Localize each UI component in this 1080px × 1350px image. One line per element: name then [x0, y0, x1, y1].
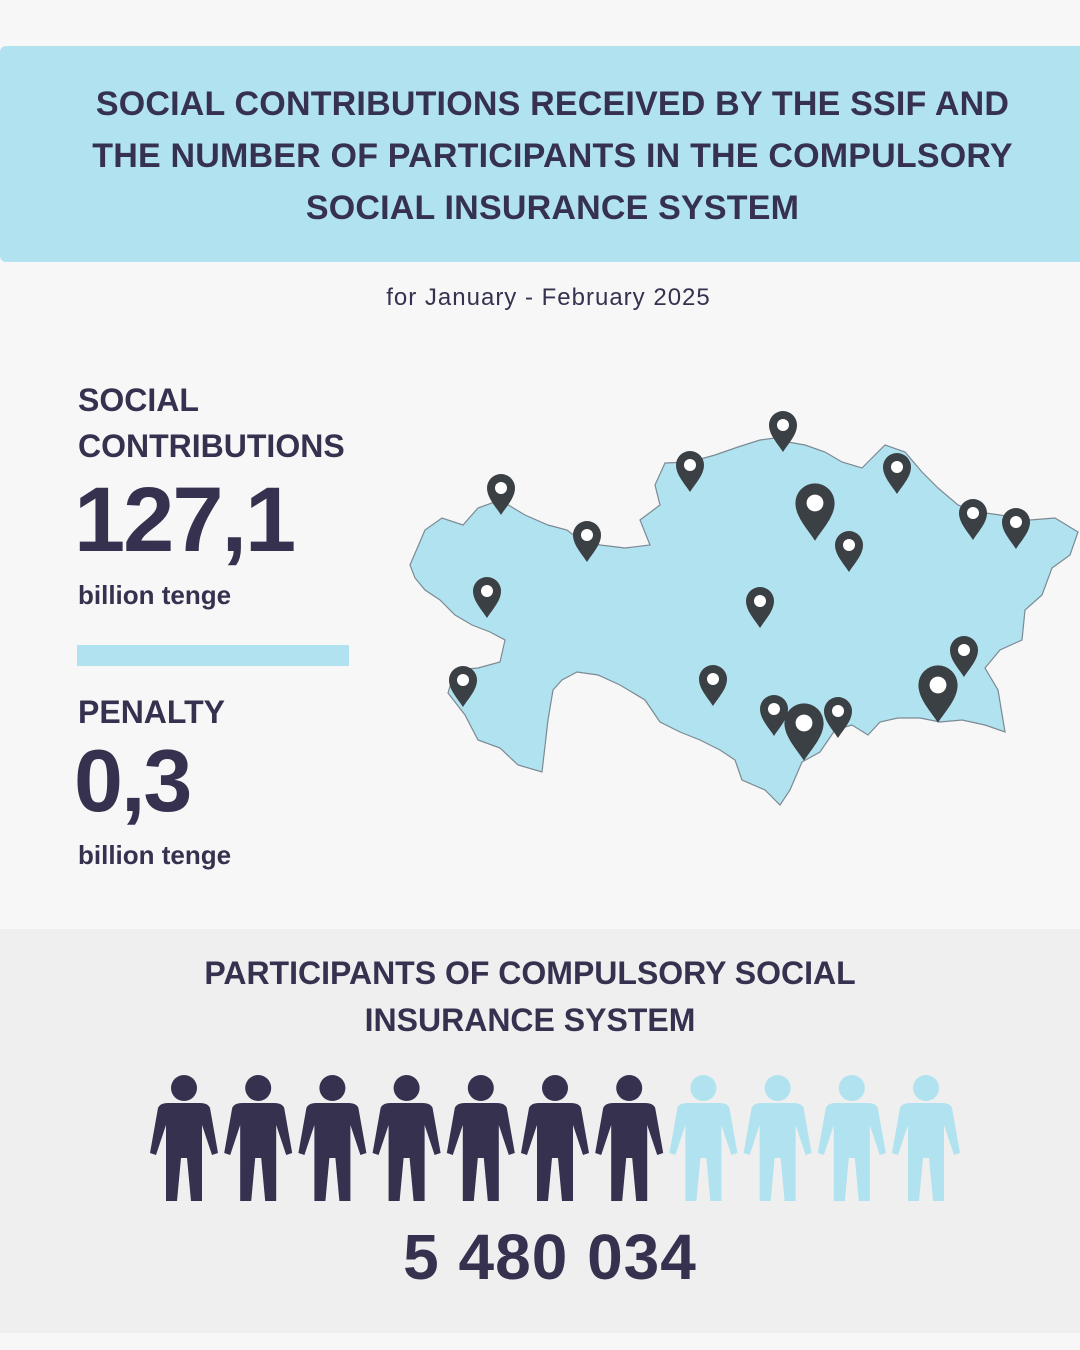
participants-count: 5 480 034	[403, 1221, 697, 1293]
penalty-value: 0,3	[74, 731, 192, 830]
participants-title: PARTICIPANTS OF COMPULSORY SOCIAL INSURA…	[0, 950, 1060, 1044]
contributions-value: 127,1	[74, 469, 296, 571]
divider-bar	[77, 645, 349, 666]
participants-title-line2: INSURANCE SYSTEM	[364, 1002, 696, 1038]
map-pin-icon	[676, 451, 704, 492]
map-pin-icon	[784, 703, 824, 761]
page-title: SOCIAL CONTRIBUTIONS RECEIVED BY THE SSI…	[92, 85, 1013, 227]
map-pin-icon	[835, 531, 863, 572]
contributions-label-line1: SOCIAL	[78, 382, 199, 418]
map-pin-icon	[760, 695, 788, 736]
person-icon-light	[743, 1075, 812, 1201]
map-pin-icon	[449, 666, 477, 707]
map-pin-icon	[769, 411, 797, 452]
person-icon-light	[892, 1075, 960, 1201]
kazakhstan-map	[409, 411, 1079, 806]
person-icon-filled	[224, 1075, 293, 1201]
person-icon-filled	[595, 1075, 664, 1201]
map-pin-icon	[824, 697, 852, 738]
kazakhstan-shape	[409, 437, 1079, 806]
map-pin-icon	[473, 577, 501, 618]
contributions-unit: billion tenge	[78, 580, 232, 610]
period-label: for January - February 2025	[386, 284, 711, 311]
title-banner	[0, 46, 1080, 262]
map-pin-icon	[699, 665, 727, 706]
person-icon-filled	[372, 1075, 441, 1201]
map-pin-icon	[1002, 508, 1030, 549]
person-icon-filled	[150, 1075, 218, 1201]
person-icon-light	[669, 1075, 738, 1201]
map-pin-icon	[573, 521, 601, 562]
contributions-label-line2: CONTRIBUTIONS	[78, 428, 345, 464]
person-icon-light	[817, 1075, 886, 1201]
map-pin-icon	[795, 483, 835, 541]
map-pin-icon	[950, 636, 978, 677]
participants-title-line1: PARTICIPANTS OF COMPULSORY SOCIAL	[204, 955, 856, 991]
penalty-label: PENALTY	[78, 694, 225, 730]
map-pin-icon	[746, 587, 774, 628]
people-icons	[150, 1075, 960, 1201]
map-pin-icon	[959, 499, 987, 540]
penalty-unit: billion tenge	[78, 840, 232, 870]
person-icon-filled	[446, 1075, 515, 1201]
map-pin-icon	[487, 474, 515, 515]
map-pin-icon	[883, 453, 911, 494]
person-icon-filled	[298, 1075, 367, 1201]
person-icon-filled	[521, 1075, 589, 1201]
map-pin-icon	[918, 665, 958, 723]
